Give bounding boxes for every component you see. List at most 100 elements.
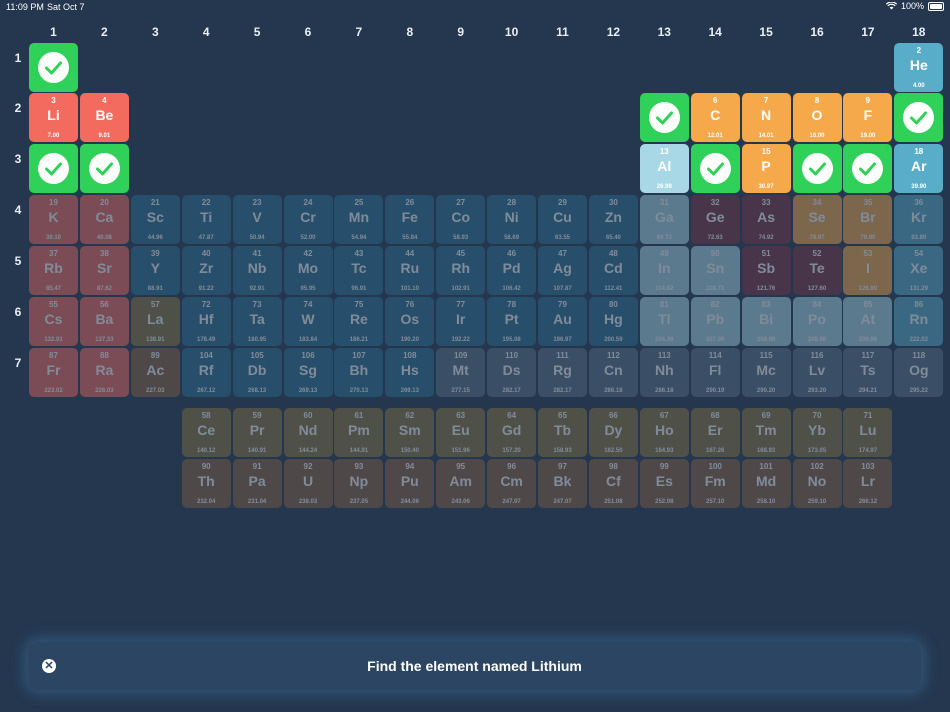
element-cell-yb[interactable]: 70 Yb 173.05 (792, 408, 842, 457)
element-cell-br[interactable]: 35 Br 79.90 (843, 195, 893, 244)
element-cell-kr[interactable]: 36 Kr 83.80 (894, 195, 944, 244)
element-cell-ti[interactable]: 22 Ti 47.87 (181, 195, 231, 244)
element-cell-fm[interactable]: 100 Fm 257.10 (690, 459, 740, 508)
element-cell-nd[interactable]: 60 Nd 144.24 (283, 408, 333, 457)
element-cell-ru[interactable]: 44 Ru 101.10 (385, 246, 435, 295)
element-cell-as[interactable]: 33 As 74.92 (741, 195, 791, 244)
element-cell-pr[interactable]: 59 Pr 140.91 (232, 408, 282, 457)
element-cell-o[interactable]: 8 O 16.00 (792, 93, 842, 142)
element-cell-po[interactable]: 84 Po 208.98 (792, 297, 842, 346)
element-cell-in[interactable]: 49 In 114.82 (639, 246, 689, 295)
element-cell-xe[interactable]: 54 Xe 131.29 (894, 246, 944, 295)
element-cell-se[interactable]: 34 Se 78.97 (792, 195, 842, 244)
element-cell-f[interactable]: 9 F 19.00 (843, 93, 893, 142)
element-cell-lr[interactable]: 103 Lr 266.12 (843, 459, 893, 508)
element-cell-w[interactable]: 74 W 183.84 (283, 297, 333, 346)
element-cell-cs[interactable]: 55 Cs 132.91 (29, 297, 78, 346)
element-cell-ce[interactable]: 58 Ce 140.12 (181, 408, 231, 457)
element-cell-cu[interactable]: 29 Cu 63.55 (538, 195, 587, 244)
element-cell-c[interactable]: 6 C 12.01 (690, 93, 740, 142)
element-cell-cn[interactable]: 112 Cn 286.18 (588, 348, 638, 397)
element-cell-i[interactable]: 53 I 126.90 (843, 246, 893, 295)
element-cell-n[interactable]: 7 N 14.01 (741, 93, 791, 142)
element-cell-be[interactable]: 4 Be 9.01 (79, 93, 129, 142)
element-cell-re[interactable]: 75 Re 186.21 (334, 297, 384, 346)
element-cell-ag[interactable]: 47 Ag 107.87 (538, 246, 587, 295)
element-cell-ge[interactable]: 32 Ge 72.63 (690, 195, 740, 244)
element-cell-y[interactable]: 39 Y 88.91 (130, 246, 180, 295)
element-cell-li[interactable]: 3 Li 7.00 (29, 93, 78, 142)
element-cell-ba[interactable]: 56 Ba 137.33 (79, 297, 129, 346)
element-cell-lv[interactable]: 116 Lv 293.20 (792, 348, 842, 397)
element-cell-at[interactable]: 85 At 209.99 (843, 297, 893, 346)
element-cell-zr[interactable]: 40 Zr 91.22 (181, 246, 231, 295)
element-cell-cm[interactable]: 96 Cm 247.07 (487, 459, 537, 508)
element-cell-rh[interactable]: 45 Rh 102.91 (436, 246, 486, 295)
element-cell-tc[interactable]: 43 Tc 96.91 (334, 246, 384, 295)
element-cell-sc[interactable]: 21 Sc 44.96 (130, 195, 180, 244)
element-cell-mo[interactable]: 42 Mo 95.95 (283, 246, 333, 295)
element-cell-fe[interactable]: 26 Fe 55.84 (385, 195, 435, 244)
element-cell-es[interactable]: 99 Es 252.08 (639, 459, 689, 508)
element-cell-ta[interactable]: 73 Ta 180.95 (232, 297, 282, 346)
element-cell-k[interactable]: 19 K 39.10 (29, 195, 78, 244)
element-cell-bh[interactable]: 107 Bh 270.13 (334, 348, 384, 397)
element-cell-si[interactable] (690, 144, 740, 193)
element-cell-rb[interactable]: 37 Rb 85.47 (29, 246, 78, 295)
element-cell-tl[interactable]: 81 Tl 204.38 (639, 297, 689, 346)
element-cell-hg[interactable]: 80 Hg 200.59 (588, 297, 638, 346)
element-cell-ds[interactable]: 110 Ds 282.17 (487, 348, 537, 397)
element-cell-mg[interactable] (79, 144, 129, 193)
element-cell-pd[interactable]: 46 Pd 106.42 (487, 246, 537, 295)
element-cell-md[interactable]: 101 Md 258.10 (741, 459, 791, 508)
element-cell-b[interactable] (639, 93, 689, 142)
element-cell-og[interactable]: 118 Og 295.22 (894, 348, 944, 397)
element-cell-h[interactable] (29, 43, 78, 92)
element-cell-pb[interactable]: 82 Pb 207.00 (690, 297, 740, 346)
element-cell-fr[interactable]: 87 Fr 223.02 (29, 348, 78, 397)
close-icon[interactable]: ✕ (42, 659, 56, 673)
element-cell-ra[interactable]: 88 Ra 226.03 (79, 348, 129, 397)
element-cell-pa[interactable]: 91 Pa 231.04 (232, 459, 282, 508)
element-cell-zn[interactable]: 30 Zn 65.40 (588, 195, 638, 244)
element-cell-co[interactable]: 27 Co 58.93 (436, 195, 486, 244)
element-cell-cr[interactable]: 24 Cr 52.00 (283, 195, 333, 244)
element-cell-au[interactable]: 79 Au 196.97 (538, 297, 587, 346)
element-cell-rn[interactable]: 86 Rn 222.02 (894, 297, 944, 346)
element-cell-sn[interactable]: 50 Sn 118.71 (690, 246, 740, 295)
element-cell-la[interactable]: 57 La 138.91 (130, 297, 180, 346)
element-cell-ir[interactable]: 77 Ir 192.22 (436, 297, 486, 346)
element-cell-pu[interactable]: 94 Pu 244.06 (385, 459, 435, 508)
element-cell-rf[interactable]: 104 Rf 267.12 (181, 348, 231, 397)
element-cell-ni[interactable]: 28 Ni 58.69 (487, 195, 537, 244)
element-cell-hs[interactable]: 108 Hs 269.13 (385, 348, 435, 397)
element-cell-dy[interactable]: 66 Dy 162.50 (588, 408, 638, 457)
element-cell-os[interactable]: 76 Os 190.20 (385, 297, 435, 346)
element-cell-am[interactable]: 95 Am 243.06 (436, 459, 486, 508)
element-cell-ne[interactable] (894, 93, 944, 142)
element-cell-tb[interactable]: 65 Tb 158.93 (538, 408, 587, 457)
element-cell-pt[interactable]: 78 Pt 195.08 (487, 297, 537, 346)
element-cell-gd[interactable]: 64 Gd 157.20 (487, 408, 537, 457)
element-cell-mc[interactable]: 115 Mc 290.20 (741, 348, 791, 397)
element-cell-cl[interactable] (843, 144, 893, 193)
element-cell-u[interactable]: 92 U 238.03 (283, 459, 333, 508)
element-cell-ar[interactable]: 18 Ar 39.90 (894, 144, 944, 193)
element-cell-sr[interactable]: 38 Sr 87.62 (79, 246, 129, 295)
element-cell-ho[interactable]: 67 Ho 164.93 (639, 408, 689, 457)
element-cell-nh[interactable]: 113 Nh 286.18 (639, 348, 689, 397)
element-cell-pm[interactable]: 61 Pm 144.91 (334, 408, 384, 457)
element-cell-mt[interactable]: 109 Mt 277.15 (436, 348, 486, 397)
element-cell-na[interactable] (29, 144, 78, 193)
element-cell-no[interactable]: 102 No 259.10 (792, 459, 842, 508)
element-cell-cf[interactable]: 98 Cf 251.08 (588, 459, 638, 508)
element-cell-cd[interactable]: 48 Cd 112.41 (588, 246, 638, 295)
element-cell-te[interactable]: 52 Te 127.60 (792, 246, 842, 295)
element-cell-hf[interactable]: 72 Hf 178.49 (181, 297, 231, 346)
element-cell-he[interactable]: 2 He 4.00 (894, 43, 944, 92)
element-cell-bk[interactable]: 97 Bk 247.07 (538, 459, 587, 508)
element-cell-er[interactable]: 68 Er 167.26 (690, 408, 740, 457)
element-cell-th[interactable]: 90 Th 232.04 (181, 459, 231, 508)
element-cell-mn[interactable]: 25 Mn 54.94 (334, 195, 384, 244)
element-cell-tm[interactable]: 69 Tm 168.93 (741, 408, 791, 457)
